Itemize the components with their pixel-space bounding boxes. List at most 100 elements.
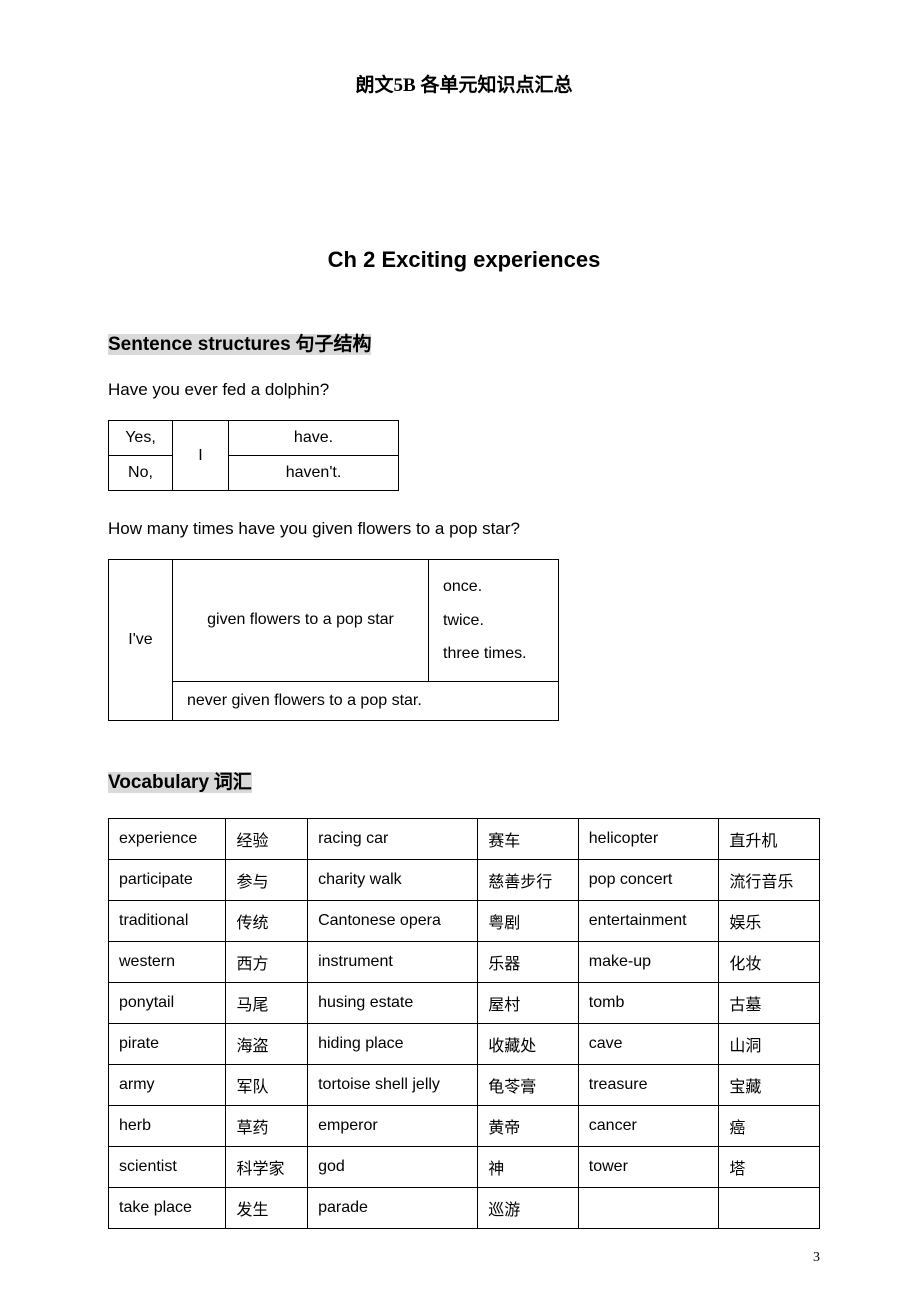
cell: charity walk [308, 859, 478, 900]
cell: 西方 [226, 941, 308, 982]
cell: ponytail [109, 982, 226, 1023]
cell: 山洞 [719, 1023, 820, 1064]
cell: tower [578, 1146, 719, 1187]
cell: husing estate [308, 982, 478, 1023]
cell: given flowers to a pop star [173, 560, 429, 682]
cell: Cantonese opera [308, 900, 478, 941]
cell: 草药 [226, 1105, 308, 1146]
cell: 古墓 [719, 982, 820, 1023]
table-row: army军队tortoise shell jelly龟苓膏treasure宝藏 [109, 1064, 820, 1105]
page-header: 朗文5B 各单元知识点汇总 [108, 70, 820, 97]
cell: 马尾 [226, 982, 308, 1023]
header-cn1: 朗文 [356, 75, 394, 96]
cell: cave [578, 1023, 719, 1064]
cell: hiding place [308, 1023, 478, 1064]
cell: 塔 [719, 1146, 820, 1187]
cell: 黄帝 [478, 1105, 579, 1146]
cell: haven't. [229, 456, 399, 491]
table-row: Yes, I have. [109, 421, 399, 456]
cell: Yes, [109, 421, 173, 456]
vocab-table: experience经验racing car赛车helicopter直升机par… [108, 818, 820, 1229]
section-sentence-heading: Sentence structures 句子结构 [108, 311, 820, 380]
cell: scientist [109, 1146, 226, 1187]
cell: parade [308, 1187, 478, 1228]
cell: 参与 [226, 859, 308, 900]
table-row: traditional传统Cantonese opera粤剧entertainm… [109, 900, 820, 941]
cell: 传统 [226, 900, 308, 941]
cell: tomb [578, 982, 719, 1023]
cell: 直升机 [719, 818, 820, 859]
cell: once. twice. three times. [429, 560, 559, 682]
page: 朗文5B 各单元知识点汇总 Ch 2 Exciting experiences … [0, 0, 920, 1302]
line: once. [443, 570, 544, 604]
table-row: ponytail马尾husing estate屋村tomb古墓 [109, 982, 820, 1023]
cell: 流行音乐 [719, 859, 820, 900]
cell: army [109, 1064, 226, 1105]
table-row: pirate海盗hiding place收藏处cave山洞 [109, 1023, 820, 1064]
table-row: participate参与charity walk慈善步行pop concert… [109, 859, 820, 900]
section-sentence-cn: 句子结构 [291, 334, 372, 355]
cell: herb [109, 1105, 226, 1146]
table-row: I've given flowers to a pop star once. t… [109, 560, 559, 682]
cell [719, 1187, 820, 1228]
cell: 粤剧 [478, 900, 579, 941]
table-row: never given flowers to a pop star. [109, 681, 559, 720]
cell [578, 1187, 719, 1228]
cell: 娱乐 [719, 900, 820, 941]
cell: racing car [308, 818, 478, 859]
cell: entertainment [578, 900, 719, 941]
cell: 神 [478, 1146, 579, 1187]
table-q1: Yes, I have. No, haven't. [108, 420, 399, 491]
table-row: take place发生parade巡游 [109, 1187, 820, 1228]
page-number: 3 [813, 1250, 820, 1266]
cell: tortoise shell jelly [308, 1064, 478, 1105]
table-q2: I've given flowers to a pop star once. t… [108, 559, 559, 721]
cell: make-up [578, 941, 719, 982]
cell: 军队 [226, 1064, 308, 1105]
table-row: experience经验racing car赛车helicopter直升机 [109, 818, 820, 859]
cell: 化妆 [719, 941, 820, 982]
cell: western [109, 941, 226, 982]
cell: experience [109, 818, 226, 859]
cell: I [173, 421, 229, 491]
section-vocab-en: Vocabulary [108, 772, 209, 793]
section-sentence-en: Sentence structures [108, 334, 291, 355]
cell: 宝藏 [719, 1064, 820, 1105]
cell: pirate [109, 1023, 226, 1064]
table-row: No, haven't. [109, 456, 399, 491]
table-row: scientist科学家god神tower塔 [109, 1146, 820, 1187]
cell: 龟苓膏 [478, 1064, 579, 1105]
cell: never given flowers to a pop star. [173, 681, 559, 720]
cell: 屋村 [478, 982, 579, 1023]
cell: 乐器 [478, 941, 579, 982]
cell: 海盗 [226, 1023, 308, 1064]
header-latin: 5B [394, 75, 416, 96]
line: twice. [443, 604, 544, 638]
cell: traditional [109, 900, 226, 941]
cell: treasure [578, 1064, 719, 1105]
line: three times. [443, 637, 544, 671]
cell: 收藏处 [478, 1023, 579, 1064]
cell: No, [109, 456, 173, 491]
cell: participate [109, 859, 226, 900]
table-row: western西方instrument乐器make-up化妆 [109, 941, 820, 982]
cell: I've [109, 560, 173, 721]
cell: 癌 [719, 1105, 820, 1146]
section-vocab-heading: Vocabulary 词汇 [108, 749, 820, 818]
cell: helicopter [578, 818, 719, 859]
table-row: herb草药emperor黄帝cancer癌 [109, 1105, 820, 1146]
cell: 慈善步行 [478, 859, 579, 900]
cell: 经验 [226, 818, 308, 859]
section-vocab-cn: 词汇 [209, 772, 252, 793]
cell: cancer [578, 1105, 719, 1146]
cell: pop concert [578, 859, 719, 900]
cell: 科学家 [226, 1146, 308, 1187]
question-2: How many times have you given flowers to… [108, 519, 820, 539]
cell: take place [109, 1187, 226, 1228]
header-cn2: 各单元知识点汇总 [416, 75, 573, 96]
cell: 赛车 [478, 818, 579, 859]
chapter-title: Ch 2 Exciting experiences [108, 247, 820, 273]
cell: god [308, 1146, 478, 1187]
cell: have. [229, 421, 399, 456]
cell: 发生 [226, 1187, 308, 1228]
